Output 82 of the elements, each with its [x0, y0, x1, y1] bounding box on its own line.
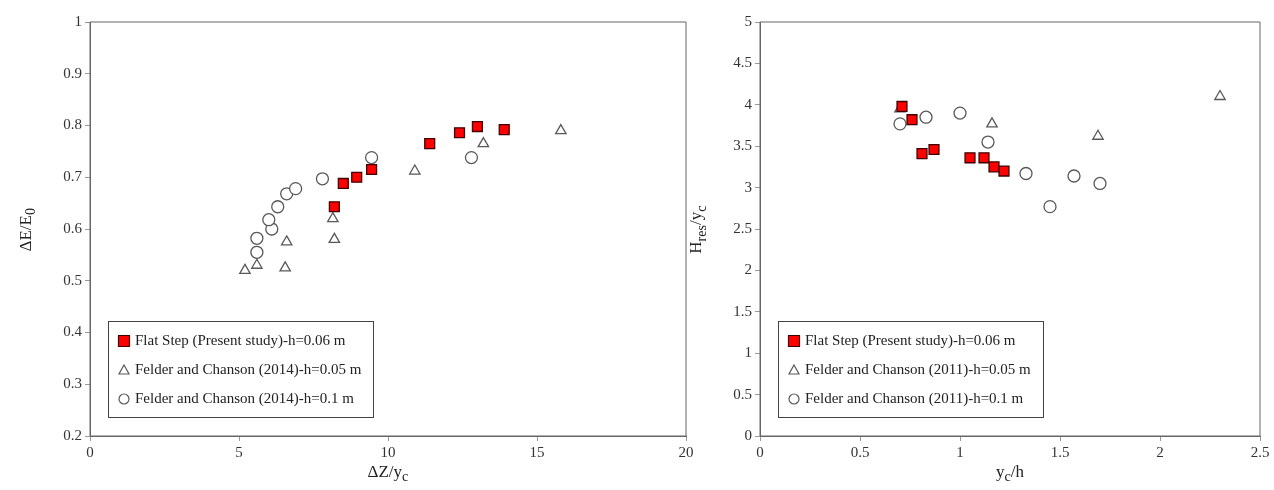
- point: [916, 148, 928, 160]
- point: [288, 181, 303, 196]
- y-tick-label: 0.7: [63, 168, 83, 185]
- x-tick-label: 15: [529, 443, 545, 460]
- point: [1019, 166, 1033, 181]
- y-tick-label: 1: [74, 12, 82, 29]
- y-tick-label: 0.5: [63, 271, 82, 288]
- x-tick-label: 5: [235, 443, 243, 460]
- legend-label: Flat Step (Present study)-h=0.06 m: [805, 332, 1016, 349]
- y-tick-label: 0.5: [733, 385, 752, 402]
- point: [498, 124, 510, 136]
- y-tick-label: 4: [744, 95, 753, 112]
- point: [250, 245, 264, 259]
- y-tick-label: 1: [744, 344, 752, 361]
- point: [464, 150, 479, 165]
- x-tick-label: 1: [956, 443, 964, 460]
- x-tick-label: 0: [86, 443, 94, 460]
- point: [408, 164, 421, 175]
- point: [964, 152, 976, 164]
- point: [424, 138, 436, 150]
- x-tick-label: 2: [1156, 443, 1164, 460]
- y-tick-label: 0.4: [63, 323, 83, 340]
- point: [280, 235, 293, 246]
- point: [988, 161, 1000, 173]
- point: [893, 117, 907, 131]
- point: [1214, 89, 1226, 101]
- point: [998, 165, 1010, 177]
- x-axis-title: ΔZ/y$_{c}$: [367, 462, 409, 486]
- x-tick-label: 2.5: [1250, 443, 1270, 460]
- point: [471, 120, 483, 133]
- y-tick-label: 2.5: [733, 219, 752, 236]
- point: [351, 171, 363, 183]
- point: [986, 117, 998, 128]
- x-axis-title: y$_{c}$/h: [996, 462, 1025, 486]
- point: [953, 106, 967, 120]
- y-tick-label: 1.5: [733, 302, 752, 319]
- y-tick-label: 0.2: [63, 426, 82, 443]
- point: [328, 232, 341, 243]
- point: [251, 258, 263, 269]
- y-tick-label: 0.6: [63, 219, 83, 236]
- point: [981, 135, 995, 149]
- legend-label: Flat Step (Present study)-h=0.06 m: [135, 332, 346, 349]
- legend-label: Felder and Chanson (2014)-h=0.05 m: [135, 361, 362, 378]
- point: [928, 143, 940, 156]
- point: [364, 150, 379, 165]
- point: [1093, 176, 1107, 191]
- point: [1067, 169, 1081, 183]
- point: [337, 177, 349, 190]
- point: [262, 213, 276, 227]
- point: [1092, 129, 1104, 140]
- point: [1043, 199, 1057, 214]
- point: [477, 136, 490, 148]
- point: [327, 212, 339, 223]
- point: [239, 263, 251, 275]
- x-tick-label: 10: [380, 443, 396, 460]
- point: [315, 172, 330, 186]
- legend-label: Felder and Chanson (2011)-h=0.05 m: [805, 361, 1031, 378]
- y-tick-label: 0: [744, 426, 752, 443]
- point: [250, 231, 264, 245]
- x-tick-label: 20: [678, 443, 694, 460]
- y-tick-label: 0.9: [63, 64, 82, 81]
- y-tick-label: 4.5: [733, 54, 752, 71]
- point: [279, 261, 292, 272]
- point: [366, 163, 378, 176]
- point: [554, 124, 567, 135]
- legend-label: Felder and Chanson (2014)-h=0.1 m: [135, 390, 354, 407]
- point: [453, 127, 466, 139]
- legend-label: Felder and Chanson (2011)-h=0.1 m: [805, 390, 1024, 407]
- x-tick-label: 0: [756, 443, 764, 460]
- point: [919, 110, 933, 124]
- y-tick-label: 5: [744, 12, 752, 29]
- y-tick-label: 3.5: [733, 137, 752, 154]
- x-tick-label: 0.5: [850, 443, 870, 460]
- x-tick-label: 1.5: [1050, 443, 1070, 460]
- y-tick-label: 0.3: [63, 375, 82, 392]
- y-tick-label: 0.8: [63, 116, 82, 133]
- y-tick-label: 2: [744, 261, 752, 278]
- point: [328, 201, 340, 213]
- y-tick-label: 3: [744, 178, 752, 195]
- point: [978, 152, 990, 164]
- point: [906, 114, 918, 126]
- point: [271, 200, 285, 214]
